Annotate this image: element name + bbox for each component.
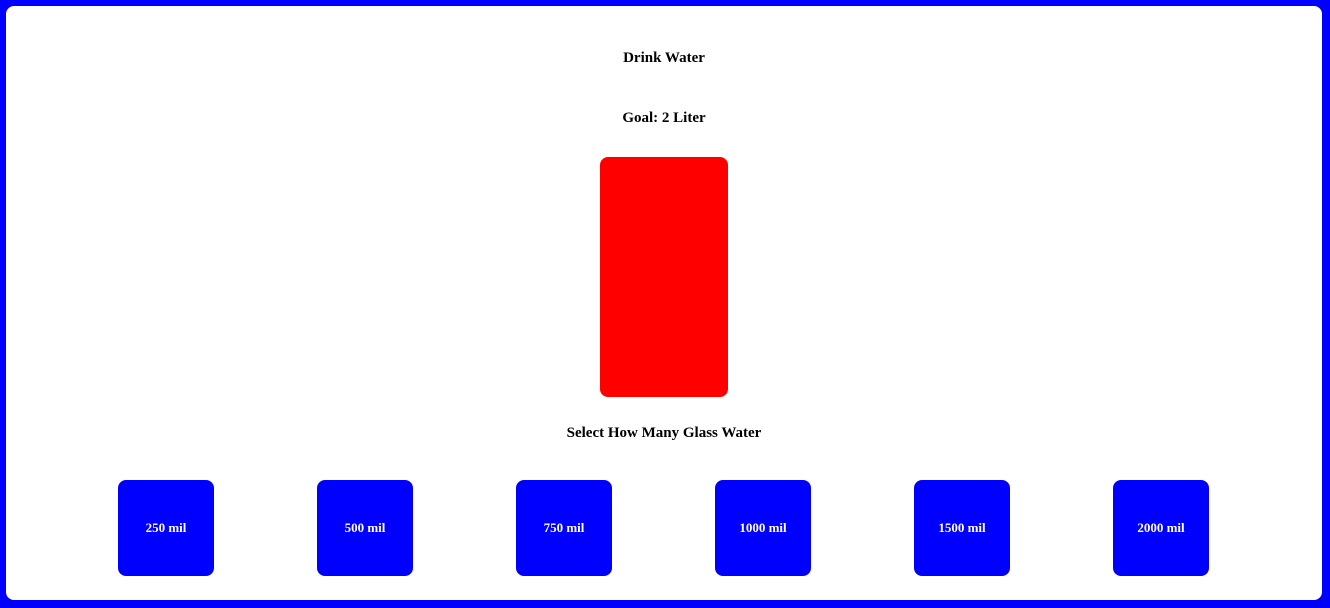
option-1000-button[interactable]: 1000 mil [715,480,811,576]
option-250-button[interactable]: 250 mil [118,480,214,576]
option-500-button[interactable]: 500 mil [317,480,413,576]
option-1500-button[interactable]: 1500 mil [914,480,1010,576]
app-title: Drink Water [623,50,705,66]
option-2000-button[interactable]: 2000 mil [1113,480,1209,576]
goal-text: Goal: 2 Liter [622,110,706,126]
water-glass [600,157,728,397]
app-card: Drink Water Goal: 2 Liter Select How Man… [6,6,1322,600]
select-title: Select How Many Glass Water [566,425,762,441]
option-750-button[interactable]: 750 mil [516,480,612,576]
